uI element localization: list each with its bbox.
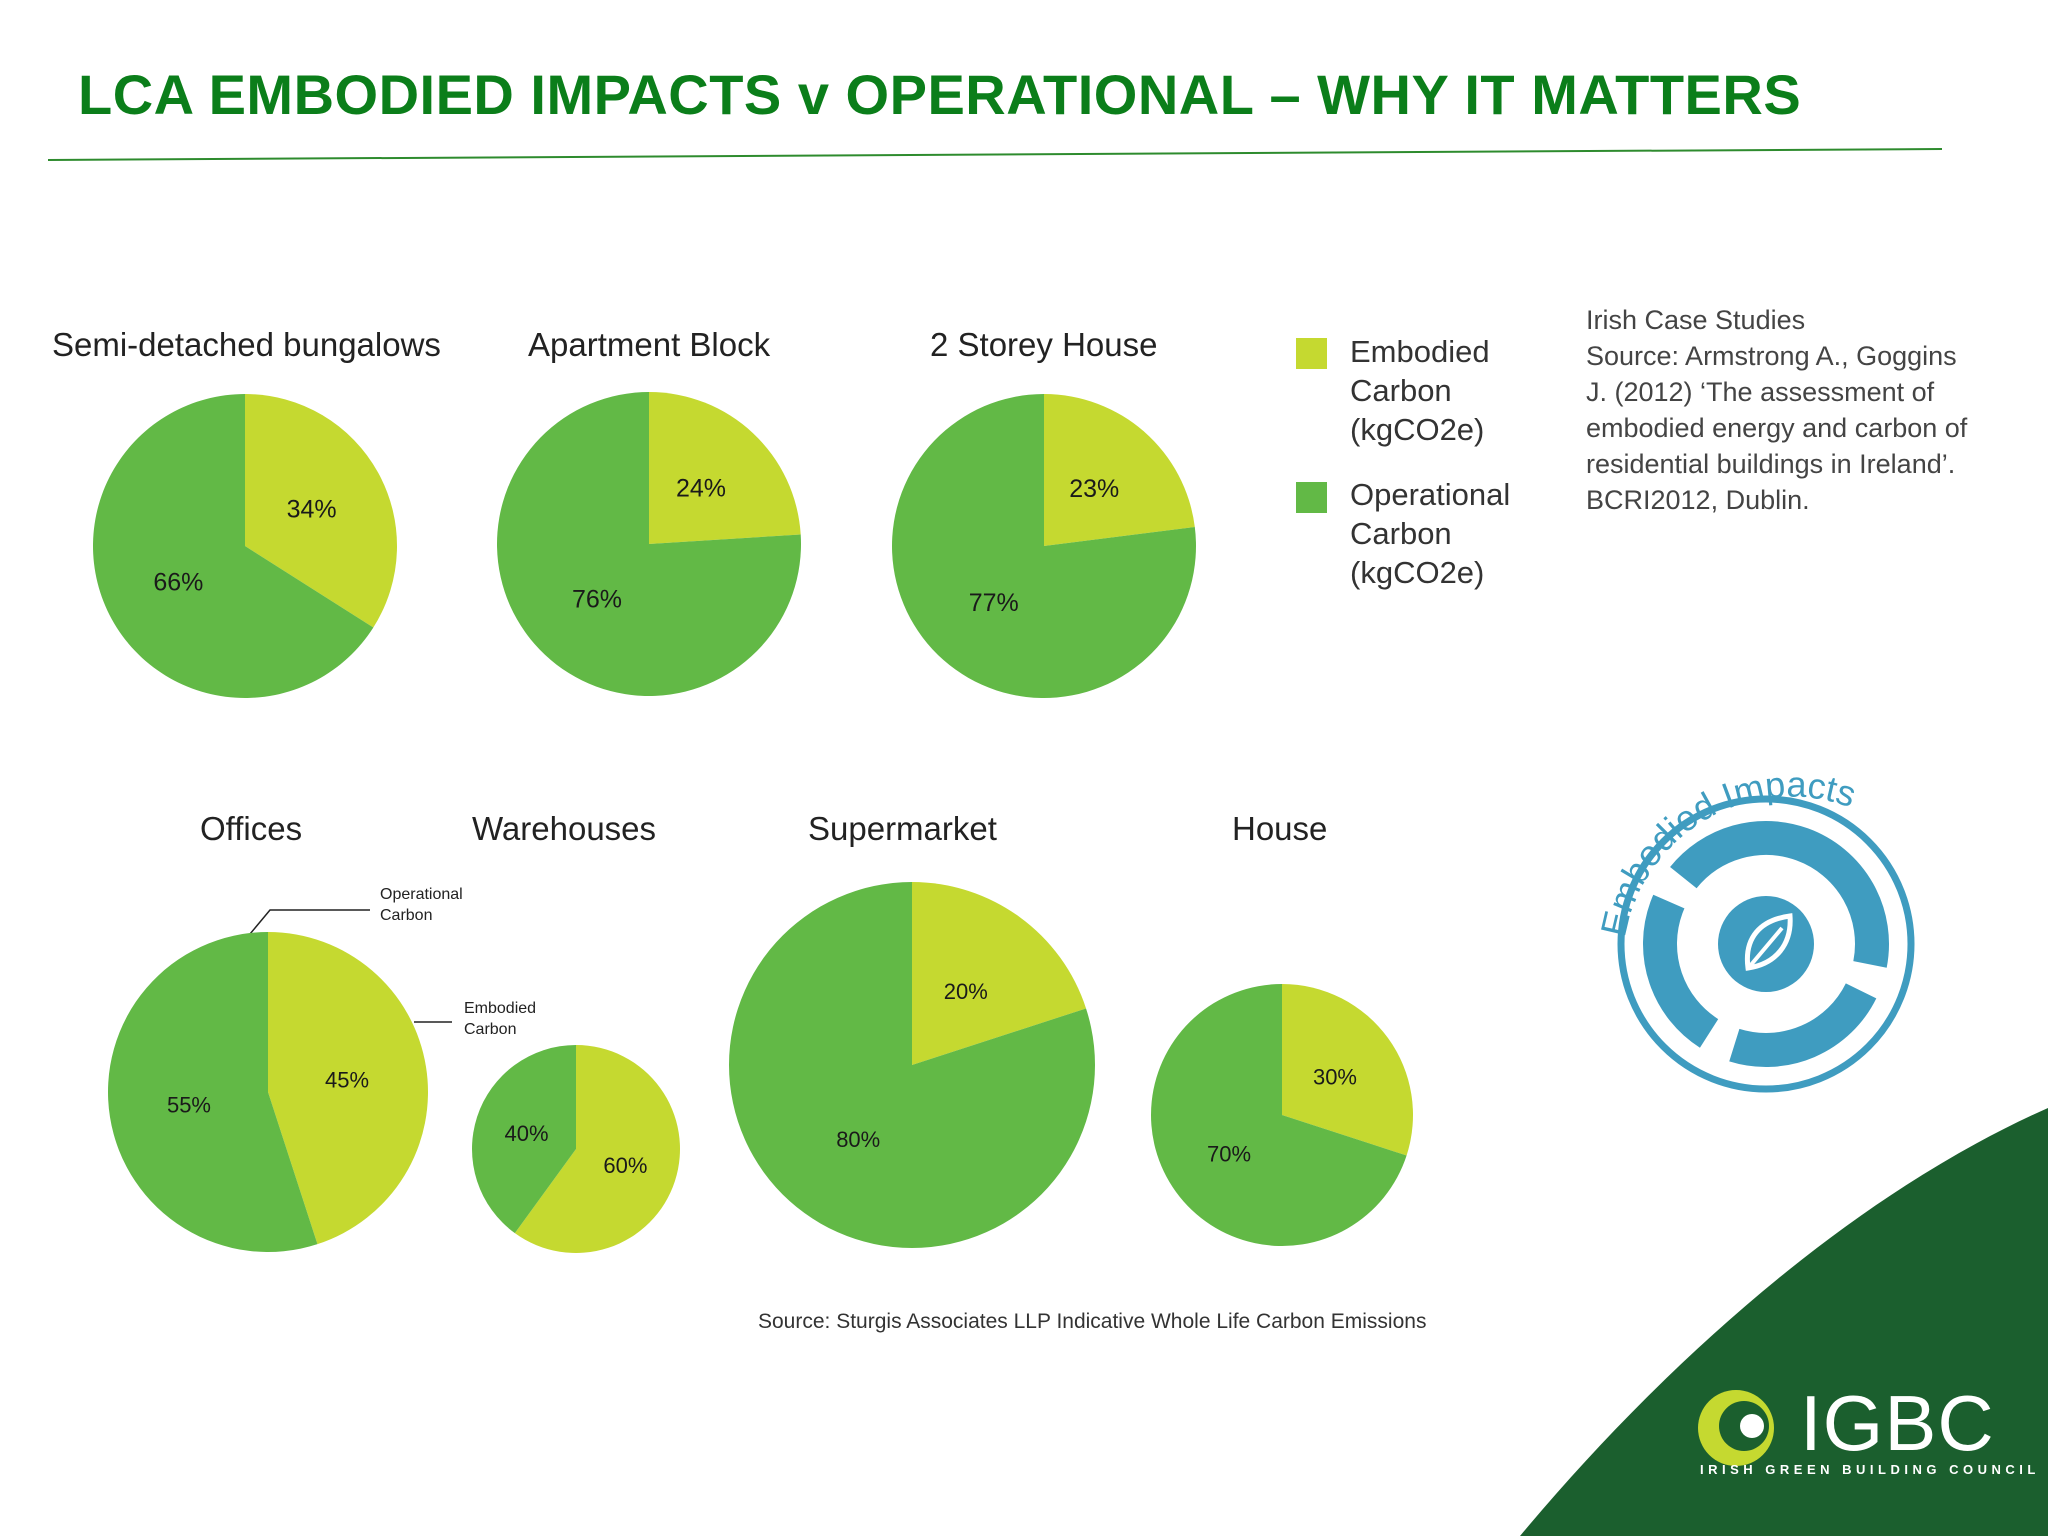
citation-text: Irish Case Studies Source: Armstrong A.,…	[1586, 305, 1968, 515]
pie-slice-semi-detached-operational	[92, 394, 374, 698]
pie-label-warehouses-operational: 40%	[505, 1121, 549, 1146]
pie-slice-semi-detached-embodied	[245, 394, 397, 628]
pie-slice-supermarket-embodied	[912, 882, 1087, 1065]
callout-line-operational	[249, 909, 370, 935]
pie-label-offices-operational: 55%	[167, 1093, 211, 1118]
pie-label-2-storey-embodied: 23%	[1069, 475, 1119, 503]
pie-slice-supermarket-operational	[728, 882, 1095, 1248]
pie-slice-apartment-operational	[497, 392, 801, 696]
pie-label-semi-detached-embodied: 34%	[287, 495, 337, 523]
pie-slice-house-operational	[1150, 984, 1407, 1246]
chart-title-semi-detached: Semi-detached bungalows	[52, 326, 441, 363]
pie-label-offices-embodied: 45%	[325, 1067, 369, 1092]
pie-label-semi-detached-operational: 66%	[153, 569, 203, 597]
source-note: Source: Sturgis Associates LLP Indicativ…	[758, 1310, 1427, 1333]
legend-swatch-embodied	[1296, 338, 1327, 369]
leaf-vein	[1748, 926, 1784, 968]
pie-label-2-storey-operational: 77%	[969, 589, 1019, 617]
pie-label-apartment-operational: 76%	[572, 585, 622, 613]
pie-label-house-embodied: 30%	[1313, 1065, 1357, 1090]
legend-label-operational: Operational Carbon (kgCO2e)	[1350, 477, 1511, 590]
embodied-impacts-badge: Embodied Impacts	[1592, 763, 1915, 1093]
legend-swatch-operational	[1296, 482, 1327, 513]
callout-operational-carbon: Operational Carbon	[380, 886, 463, 924]
logo-dot	[1740, 1414, 1764, 1438]
chart-title-offices: Offices	[200, 810, 303, 847]
recycle-arrows-icon	[1643, 821, 1889, 1067]
pie-slice-house-embodied	[1282, 984, 1413, 1156]
corner-green-band	[1520, 1108, 2048, 1536]
pie-charts: 34% 66% 24% 76% 23% 77% 45% 55% 60% 40% 20% 80% 30% 7…	[92, 392, 1413, 1254]
pie-slice-warehouses-embodied	[514, 1045, 680, 1254]
pie-label-supermarket-embodied: 20%	[944, 979, 988, 1004]
chart-title-supermarket: Supermarket	[808, 810, 997, 847]
pie-label-house-operational: 70%	[1207, 1141, 1251, 1166]
pie-slice-warehouses-operational	[472, 1045, 576, 1234]
leaf-icon	[1744, 913, 1793, 971]
chart-title-warehouses: Warehouses	[472, 810, 657, 847]
pie-slice-2-storey-operational	[891, 394, 1196, 698]
legend-label-embodied: Embodied Carbon (kgCO2e)	[1350, 334, 1490, 447]
chart-title-house: House	[1232, 810, 1328, 847]
pie-label-apartment-embodied: 24%	[676, 475, 726, 503]
igbc-logo-icon	[1698, 1390, 1774, 1466]
title-rule	[47, 148, 1943, 161]
callout-embodied-carbon: Embodied Carbon	[464, 1000, 537, 1038]
chart-title-apartment: Apartment Block	[528, 326, 771, 363]
pie-label-warehouses-embodied: 60%	[603, 1153, 647, 1178]
pie-slice-2-storey-embodied	[1044, 394, 1195, 546]
igbc-logo-text: IGBC	[1800, 1379, 1995, 1467]
pie-slice-offices-operational	[107, 932, 318, 1252]
pie-slice-apartment-embodied	[649, 392, 801, 544]
slide-title: LCA EMBODIED IMPACTS v OPERATIONAL – WHY…	[78, 63, 1802, 126]
pie-slice-offices-embodied	[268, 932, 428, 1245]
pie-label-supermarket-operational: 80%	[836, 1127, 880, 1152]
chart-title-2-storey: 2 Storey House	[930, 326, 1158, 363]
igbc-logo-tagline: IRISH GREEN BUILDING COUNCIL	[1700, 1462, 2040, 1477]
badge-outer-ring	[1617, 795, 1915, 1093]
